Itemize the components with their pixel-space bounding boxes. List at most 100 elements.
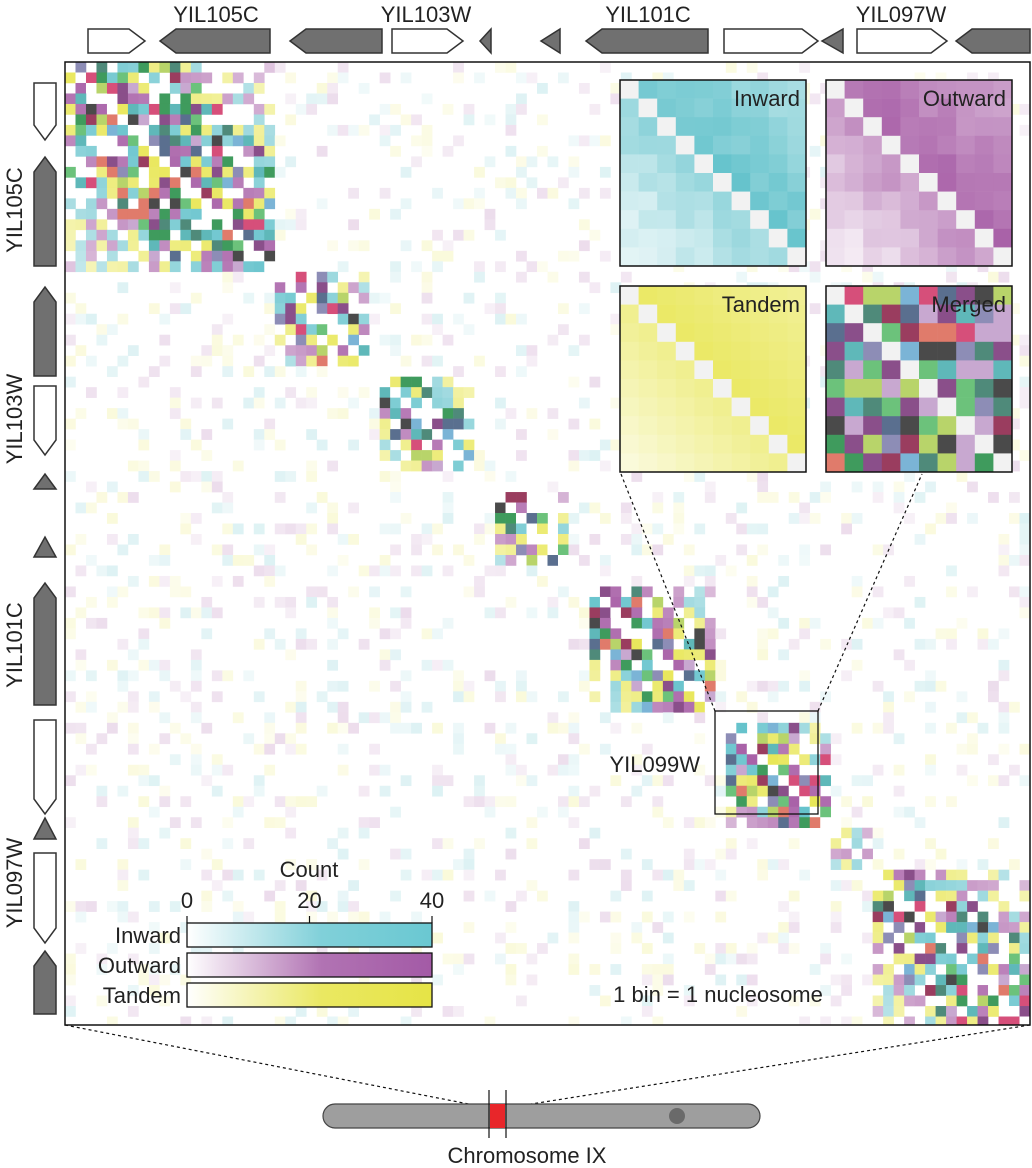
inset-cell [900,286,920,305]
heatmap-cell [253,72,265,84]
heatmap-cell [484,481,496,493]
heatmap-cell [610,932,622,944]
heatmap-cell [841,848,852,860]
heatmap-cell [117,313,129,325]
heatmap-cell [421,282,433,294]
heatmap-cell [893,985,905,996]
heatmap-cell [190,649,202,661]
heatmap-cell [306,324,318,336]
inset-cell [657,397,677,417]
heatmap-cell [631,617,643,629]
heatmap-cell [327,701,339,713]
heatmap-cell [673,523,685,535]
heatmap-cell [159,796,171,808]
heatmap-cell [400,869,412,881]
inset-cell [675,379,695,398]
heatmap-cell [138,198,150,210]
heatmap-cell [127,114,139,126]
heatmap-cell [148,575,160,587]
heatmap-cell [106,72,118,84]
heatmap-cell [180,62,192,73]
inset-cell [844,323,864,343]
heatmap-cell [704,691,716,703]
heatmap-cell [106,565,118,577]
heatmap-cell [925,880,936,891]
heatmap-cell [463,680,475,692]
inset-cell [657,453,677,473]
heatmap-cell [400,722,412,734]
heatmap-cell [421,271,433,283]
heatmap-cell [998,722,1010,734]
heatmap-cell [799,513,811,524]
heatmap-cell [904,869,915,881]
heatmap-cell [610,943,622,954]
heatmap-cell [1009,911,1020,923]
heatmap-cell [295,638,307,650]
heatmap-cell [327,513,339,524]
heatmap-cell [641,701,653,713]
heatmap-cell [757,754,769,766]
heatmap-cell [169,166,181,178]
heatmap-cell [211,229,223,241]
heatmap-cell [662,932,674,944]
heatmap-cell [956,617,968,629]
heatmap-cell [725,838,737,849]
heatmap-cell [830,838,842,849]
heatmap-cell [411,135,422,147]
heatmap-cell [883,890,894,902]
heatmap-cell [904,471,915,482]
inset-cell [974,323,994,343]
heatmap-cell [253,114,265,126]
inset-cell [694,397,714,417]
heatmap-cell [117,355,129,367]
heatmap-cell [190,208,202,220]
heatmap-cell [746,680,758,692]
inset-cell [657,191,677,211]
heatmap-cell [505,754,517,766]
inset-cell [844,286,864,305]
heatmap-cell [442,103,454,115]
heatmap-cell [683,565,695,577]
zoom-line-right [505,1024,1031,1109]
heatmap-cell [799,869,811,881]
heatmap-cell [379,628,391,640]
heatmap-cell [620,502,632,514]
inset-cell [713,135,732,155]
heatmap-cell [683,859,695,870]
inset-cell [937,210,957,230]
heatmap-cell [725,943,737,954]
heatmap-cell [369,565,380,577]
heatmap-cell [568,166,580,178]
heatmap-cell [883,974,894,986]
heatmap-cell [683,649,695,661]
heatmap-cell [138,775,150,787]
inset-cell [638,286,658,305]
inset-cell [750,191,770,211]
heatmap-cell [704,701,716,713]
heatmap-cell [421,145,433,157]
heatmap-cell [505,513,517,524]
inset-cell [731,434,751,454]
heatmap-cell [138,471,150,482]
heatmap-cell [746,586,758,598]
heatmap-cell [211,208,223,220]
heatmap-cell [778,785,790,797]
heatmap-cell [495,691,506,703]
heatmap-cell [778,775,790,787]
heatmap-cell [526,408,538,419]
heatmap-cell [589,229,601,241]
gene-arrow-left [33,949,57,1015]
heatmap-cell [610,890,622,902]
heatmap-cell [348,901,359,912]
heatmap-cell [925,1006,936,1017]
heatmap-cell [568,513,580,524]
heatmap-cell [222,250,234,262]
inset-cell [900,98,920,118]
heatmap-cell [253,166,265,178]
heatmap-cell [1019,880,1030,891]
heatmap-cell [904,995,915,1007]
heatmap-cell [117,282,129,294]
inset-cell [863,154,883,174]
heatmap-cell [652,523,664,535]
heatmap-cell [432,324,443,336]
